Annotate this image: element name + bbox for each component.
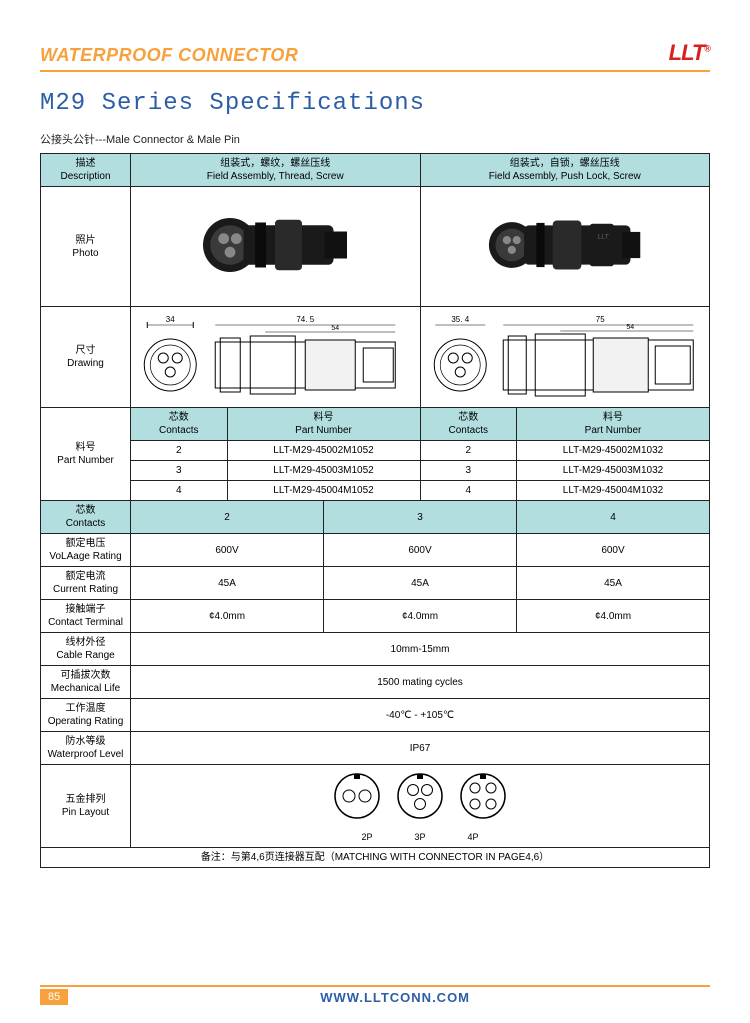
pin-label-2p: 2P [361,832,372,844]
pn-contacts-hdr-1: 芯数Contacts [131,408,228,441]
row-mech: 可插拔次数Mechanical Life [41,666,131,699]
subtitle: 公接头公针---Male Connector & Male Pin [40,131,710,147]
row-temp: 工作温度Operating Rating [41,699,131,732]
row-current: 额定电流Current Rating [41,567,131,600]
row-terminal: 接触端子Contact Terminal [41,600,131,633]
row-contacts: 芯数Contacts [41,501,131,534]
contacts-2: 2 [131,501,324,534]
drawing-thread-icon: 34 74. 5 54 [133,310,418,400]
row-voltage: 额定电压VoLAage Rating [41,534,131,567]
photo-pushlock: LLT [420,187,710,307]
pn-pn-hdr-2: 料号Part Number [517,408,710,441]
svg-text:34: 34 [166,315,175,324]
connector-pushlock-icon: LLT [475,200,655,290]
svg-text:74. 5: 74. 5 [296,315,314,324]
row-drawing: 尺寸 Drawing [41,307,131,408]
row-photo: 照片 Photo [41,187,131,307]
row-description: 描述 Description [41,154,131,187]
svg-text:54: 54 [331,325,339,332]
logo: LLT® [669,40,710,66]
pin-label-4p: 4P [468,832,479,844]
pn-row-1: 3LLT-M29-45003M1052 3LLT-M29-45003M1032 [41,461,710,481]
pin-4p-icon [453,768,513,828]
page-header: WATERPROOF CONNECTOR LLT® [40,40,710,72]
svg-text:54: 54 [626,324,634,331]
drawing-pushlock: 35. 4 75 54 [420,307,710,408]
row-partnumber: 料号 Part Number [41,408,131,501]
series-title: M29 Series Specifications [40,90,710,117]
row-pin: 五金排列Pin Layout [41,765,131,848]
pin-3p-icon [390,768,450,828]
footnote: 备注：与第4,6页连接器互配（MATCHING WITH CONNECTOR I… [41,847,710,867]
connector-thread-icon [185,200,365,290]
contacts-4: 4 [517,501,710,534]
row-cable: 线材外径Cable Range [41,633,131,666]
row-wp: 防水等级Waterproof Level [41,732,131,765]
pn-contacts-hdr-2: 芯数Contacts [420,408,517,441]
page: WATERPROOF CONNECTOR LLT® M29 Series Spe… [0,0,750,1023]
drawing-pushlock-icon: 35. 4 75 54 [423,310,708,400]
pin-layout-cell: 2P 3P 4P [131,765,710,848]
drawing-thread: 34 74. 5 54 [131,307,421,408]
pin-label-3p: 3P [414,832,425,844]
footer-url: WWW.LLTCONN.COM [80,990,710,1005]
desc-col2: 组装式，自锁，螺丝压线 Field Assembly, Push Lock, S… [420,154,710,187]
pn-pn-hdr-1: 料号Part Number [227,408,420,441]
svg-text:75: 75 [595,315,604,324]
page-footer: 85 WWW.LLTCONN.COM [40,985,710,1005]
desc-col1: 组装式，螺纹，螺丝压线 Field Assembly, Thread, Scre… [131,154,421,187]
header-title: WATERPROOF CONNECTOR [40,45,298,66]
page-number: 85 [40,989,68,1005]
pn-row-2: 4LLT-M29-45004M1052 4LLT-M29-45004M1032 [41,481,710,501]
photo-thread [131,187,421,307]
pin-2p-icon [327,768,387,828]
contacts-3: 3 [324,501,517,534]
spec-table: 描述 Description 组装式，螺纹，螺丝压线 Field Assembl… [40,153,710,868]
svg-text:LLT: LLT [597,233,609,240]
svg-text:35. 4: 35. 4 [451,315,469,324]
pn-row-0: 2LLT-M29-45002M1052 2LLT-M29-45002M1032 [41,441,710,461]
